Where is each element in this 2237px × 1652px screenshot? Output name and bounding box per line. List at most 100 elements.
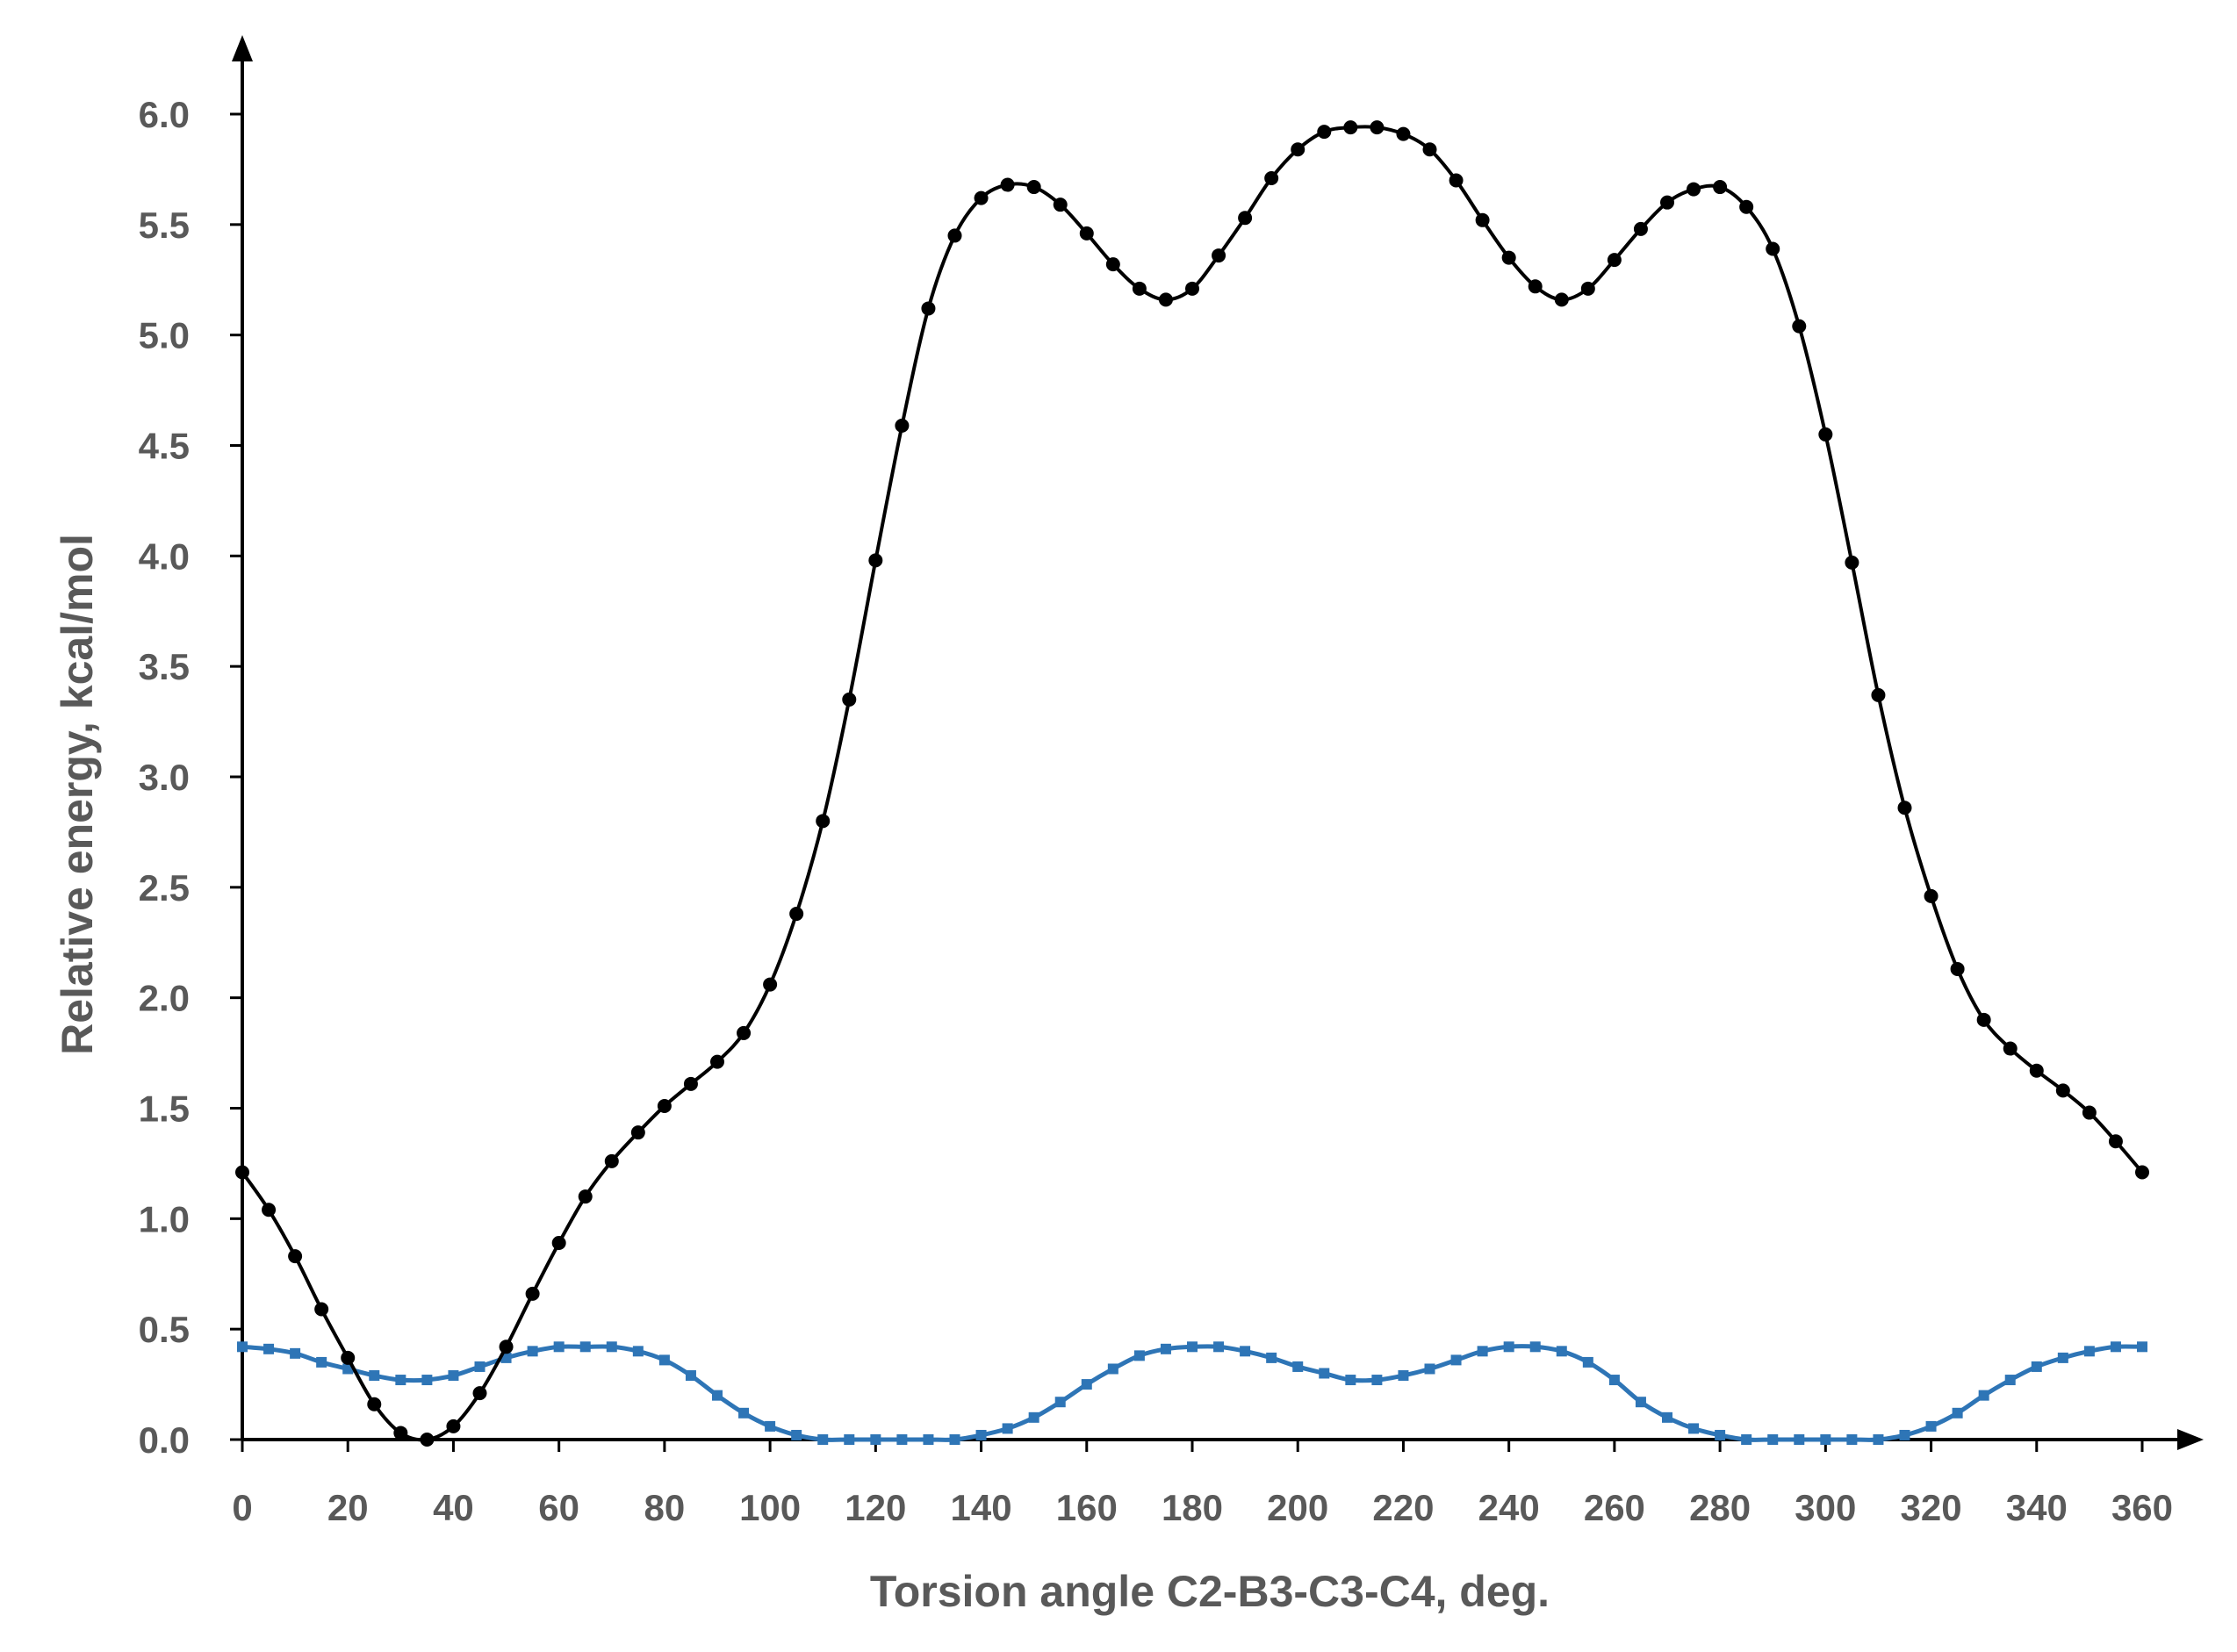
data-point <box>579 1341 591 1353</box>
data-point <box>525 1286 540 1301</box>
plot-area <box>235 120 2149 1447</box>
data-point <box>1213 1341 1225 1353</box>
data-point <box>237 1341 248 1353</box>
x-tick-label: 340 <box>2006 1487 2068 1528</box>
data-point <box>1528 279 1543 294</box>
data-point <box>685 1370 696 1382</box>
data-point <box>1529 1341 1541 1353</box>
data-point <box>1158 292 1173 307</box>
data-point <box>1292 1361 1304 1372</box>
x-tick-label: 260 <box>1584 1487 1645 1528</box>
data-point <box>1503 1341 1514 1353</box>
y-tick-label: 5.5 <box>139 205 190 246</box>
data-point <box>2003 1041 2018 1056</box>
data-point <box>710 1054 724 1069</box>
x-tick-label: 120 <box>845 1487 906 1528</box>
data-point <box>1582 1356 1593 1368</box>
data-point <box>1317 125 1332 140</box>
data-point <box>367 1397 382 1411</box>
series-line <box>241 125 2144 1442</box>
data-point <box>1660 195 1674 210</box>
data-point <box>1449 173 1464 188</box>
y-tick-label: 1.5 <box>139 1088 190 1130</box>
x-tick-label: 240 <box>1478 1487 1540 1528</box>
axes <box>230 35 2204 1452</box>
y-axis-title: Relative energy, kcal/mol <box>53 534 102 1055</box>
data-point <box>553 1341 565 1353</box>
data-point <box>1345 1375 1356 1386</box>
data-point <box>290 1347 301 1359</box>
data-point <box>1133 1350 1145 1361</box>
data-point <box>527 1346 538 1357</box>
data-point <box>1607 253 1622 268</box>
data-point <box>1792 319 1807 334</box>
data-point <box>1450 1354 1462 1366</box>
data-point <box>1370 120 1385 135</box>
x-tick-label: 220 <box>1372 1487 1434 1528</box>
x-tick-label: 180 <box>1162 1487 1223 1528</box>
data-point <box>1633 221 1648 236</box>
data-point <box>763 977 778 992</box>
data-point <box>1978 1390 1989 1401</box>
data-point <box>1396 126 1411 141</box>
y-tick-label: 0.0 <box>139 1419 190 1461</box>
x-tick-label: 280 <box>1689 1487 1751 1528</box>
x-tick-label: 0 <box>232 1487 252 1528</box>
data-point <box>2031 1361 2042 1372</box>
y-tick-label: 4.5 <box>139 426 190 467</box>
data-point <box>263 1343 275 1354</box>
data-point <box>262 1203 277 1217</box>
data-point <box>1238 211 1253 226</box>
data-point <box>844 1434 855 1445</box>
x-tick-label: 140 <box>951 1487 1012 1528</box>
data-point <box>1477 1346 1488 1357</box>
data-point <box>1871 687 1886 702</box>
data-point <box>1343 120 1358 135</box>
data-point <box>870 1434 881 1445</box>
data-point <box>2057 1352 2068 1363</box>
data-point <box>1662 1411 1672 1423</box>
y-tick-label: 5.0 <box>139 315 190 356</box>
data-point <box>472 1386 487 1401</box>
data-point <box>1556 1346 1567 1357</box>
data-point <box>1608 1375 1620 1386</box>
data-point <box>1291 142 1306 157</box>
data-point <box>791 1429 802 1440</box>
x-tick-label: 40 <box>433 1487 474 1528</box>
y-tick-label: 3.0 <box>139 757 190 798</box>
data-point <box>1820 1434 1831 1445</box>
data-point <box>737 1025 752 1040</box>
data-point <box>1713 180 1728 195</box>
data-point <box>1845 555 1859 570</box>
data-point <box>1240 1346 1251 1357</box>
data-point <box>817 1434 829 1445</box>
data-point <box>1107 1363 1118 1375</box>
x-tick-label: 60 <box>538 1487 579 1528</box>
x-tick-label: 320 <box>1901 1487 1962 1528</box>
data-point <box>1873 1434 1884 1445</box>
data-point <box>632 1346 644 1357</box>
x-tick-label: 80 <box>644 1487 686 1528</box>
tick-labels: 0 20 40 60 80 100 120 140 160 180 200 220 240 260 280 3… <box>139 94 2173 1528</box>
series-2 <box>237 1341 2147 1445</box>
data-point <box>1026 180 1041 195</box>
data-point <box>2029 1063 2044 1078</box>
data-point <box>1950 961 1965 976</box>
data-point <box>551 1236 566 1251</box>
data-point <box>1185 281 1199 296</box>
data-point <box>1766 241 1780 256</box>
series-line <box>241 1344 2143 1442</box>
data-point <box>1319 1368 1330 1379</box>
data-point <box>947 228 962 243</box>
data-point <box>1741 1434 1752 1445</box>
data-point <box>1899 1429 1910 1440</box>
data-point <box>1212 248 1226 263</box>
data-point <box>1897 801 1912 815</box>
data-point <box>1501 250 1516 265</box>
data-point <box>896 1434 908 1445</box>
data-point <box>1398 1370 1409 1382</box>
data-point <box>1105 257 1120 272</box>
data-point <box>446 1419 461 1433</box>
